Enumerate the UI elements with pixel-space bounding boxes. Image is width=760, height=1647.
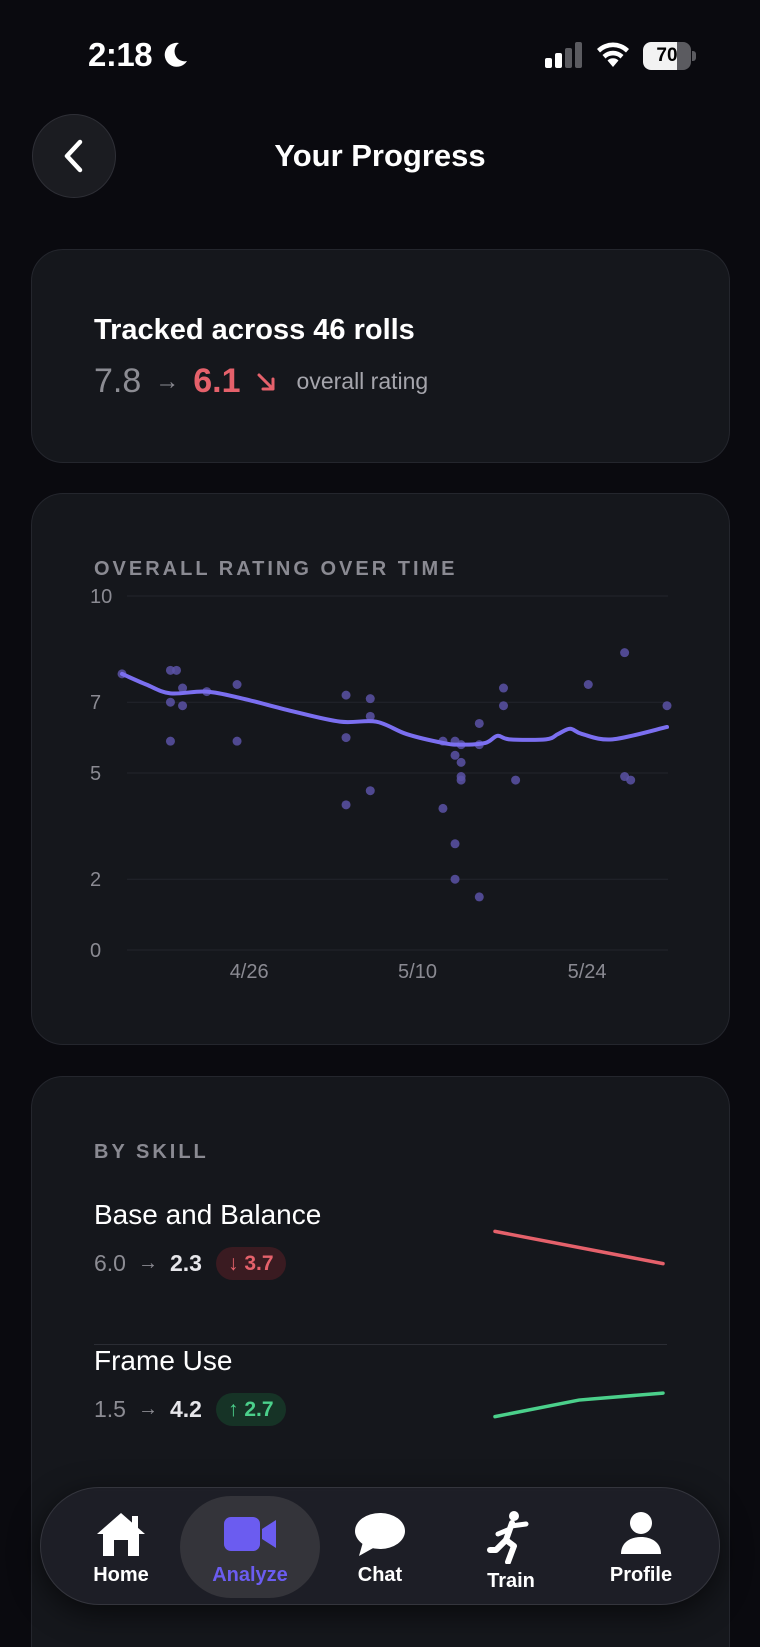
trend-line [120, 671, 669, 747]
data-point [172, 665, 181, 675]
data-point [438, 803, 448, 813]
arrow-right-icon: → [155, 367, 180, 395]
skill-sparkline [493, 1229, 665, 1266]
data-point [232, 736, 242, 746]
tab-home[interactable]: Home [51, 1496, 191, 1598]
skill-values: 6.0 → 2.3 ↓ 3.7 [94, 1247, 286, 1280]
rating-from: 7.8 [94, 362, 142, 400]
skill-delta: 2.7 [244, 1398, 274, 1421]
page-title: Your Progress [274, 138, 486, 173]
video-camera-icon [224, 1517, 276, 1551]
y-tick-label: 7 [90, 692, 101, 714]
skill-values: 1.5 → 4.2 ↑ 2.7 [94, 1393, 286, 1426]
battery-indicator: 70 [643, 42, 696, 70]
skill-row-base-and-balance[interactable]: Base and Balance 6.0 → 2.3 ↓ 3.7 [94, 1199, 667, 1345]
tab-label: Profile [609, 1564, 673, 1586]
data-point [450, 874, 460, 884]
running-figure-icon [487, 1511, 529, 1564]
tab-chat[interactable]: Chat [310, 1496, 450, 1598]
data-point [499, 701, 508, 711]
sparkline-path [493, 1391, 665, 1419]
wifi-icon [597, 42, 629, 67]
back-button[interactable] [32, 114, 116, 198]
data-point [474, 718, 484, 728]
moon-icon [164, 42, 187, 67]
skill-section-title: BY SKILL [94, 1141, 209, 1163]
skill-row-frame-use[interactable]: Frame Use 1.5 → 4.2 ↑ 2.7 [94, 1345, 667, 1491]
y-tick-label: 5 [90, 763, 101, 785]
arrow-right-icon: → [137, 1398, 158, 1420]
chat-bubble-icon [355, 1513, 405, 1556]
data-point [662, 701, 672, 711]
arrow-up-icon: ↑ [227, 1398, 239, 1421]
data-point [511, 775, 521, 785]
tab-profile[interactable]: Profile [571, 1496, 711, 1598]
skill-sparkline [493, 1391, 665, 1419]
tab-label: Analyze [212, 1564, 288, 1586]
home-icon [97, 1513, 145, 1556]
rating-chart-card: OVERALL RATING OVER TIME 10 7 5 2 0 4/26 5/10 5… [31, 493, 730, 1045]
data-point [620, 648, 630, 658]
arrow-right-icon: → [137, 1252, 158, 1274]
rating-caption: overall rating [296, 368, 429, 394]
person-icon [621, 1512, 661, 1554]
data-point [456, 772, 466, 782]
skill-name: Base and Balance [94, 1199, 322, 1230]
data-point [499, 683, 508, 693]
data-point [365, 711, 375, 721]
battery-percent: 70 [656, 45, 678, 66]
trend-down-icon [257, 373, 275, 390]
tab-analyze[interactable]: Analyze [180, 1496, 320, 1598]
cellular-signal-icon [545, 42, 582, 68]
skill-to: 4.2 [169, 1396, 202, 1422]
skill-from: 1.5 [94, 1396, 126, 1422]
data-point [341, 690, 351, 700]
data-point [165, 736, 175, 746]
data-point [178, 683, 188, 693]
summary-rating-row: 7.8 → 6.1 overall rating [94, 362, 428, 401]
data-point [232, 680, 242, 689]
tab-bar: Home Analyze Chat Train [40, 1487, 720, 1605]
skill-delta-badge: ↓ 3.7 [215, 1247, 286, 1280]
x-tick-label: 4/26 [230, 961, 269, 983]
rating-chart: 10 7 5 2 0 4/26 5/10 5/24 [90, 586, 672, 983]
divider [94, 1344, 667, 1345]
rating-to: 6.1 [193, 362, 241, 400]
data-point [456, 757, 466, 767]
tab-label: Home [93, 1564, 149, 1586]
skill-delta-badge: ↑ 2.7 [215, 1393, 286, 1426]
x-tick-label: 5/24 [568, 961, 607, 983]
data-point [341, 800, 351, 810]
tab-train[interactable]: Train [441, 1496, 581, 1598]
data-point [474, 892, 484, 902]
skill-to: 2.3 [169, 1250, 202, 1276]
arrow-down-icon: ↓ [227, 1252, 239, 1275]
tab-label: Train [487, 1570, 535, 1592]
chart-title: OVERALL RATING OVER TIME [94, 558, 458, 580]
data-point [626, 775, 636, 785]
skill-from: 6.0 [94, 1250, 126, 1276]
data-point [365, 694, 375, 704]
data-point [165, 697, 175, 707]
status-time: 2:18 [88, 36, 153, 73]
skill-name: Frame Use [94, 1345, 233, 1376]
data-point [583, 680, 593, 689]
data-point [178, 701, 188, 711]
data-point [450, 839, 460, 849]
tab-label: Chat [357, 1564, 403, 1586]
y-tick-label: 10 [90, 586, 112, 608]
summary-card: Tracked across 46 rolls 7.8 → 6.1 overal… [31, 249, 730, 463]
data-point [450, 750, 460, 760]
x-tick-label: 5/10 [398, 961, 437, 983]
sparkline-path [493, 1229, 665, 1266]
data-point [341, 733, 351, 743]
chevron-left-icon [64, 139, 83, 173]
summary-title: Tracked across 46 rolls [94, 314, 415, 346]
data-point [365, 786, 375, 796]
y-tick-label: 0 [90, 940, 101, 962]
y-tick-label: 2 [90, 869, 101, 891]
skill-delta: 3.7 [244, 1252, 274, 1275]
